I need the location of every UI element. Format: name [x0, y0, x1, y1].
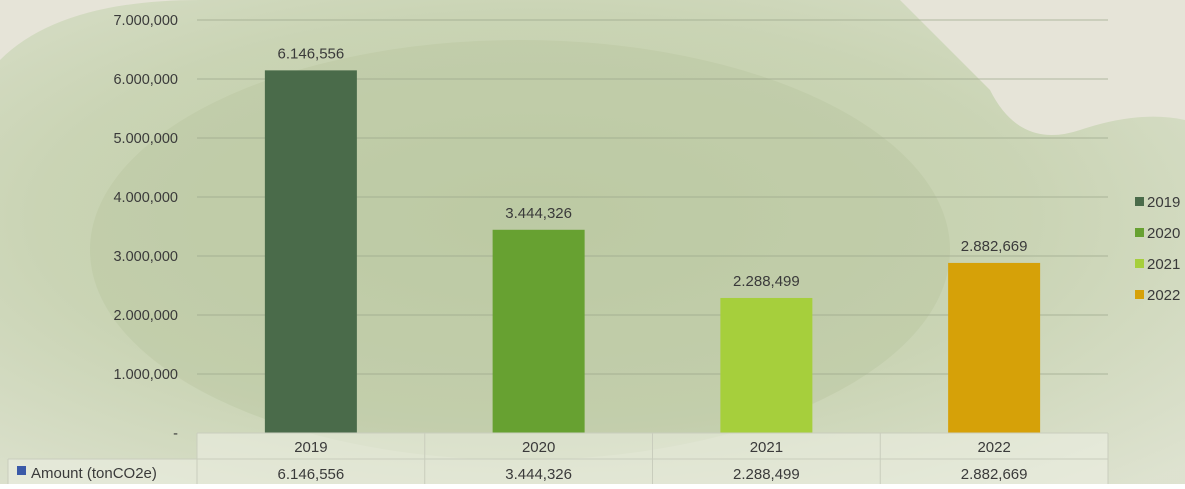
table-cell-2022: 2.882,669 [961, 466, 1028, 483]
table-cell-2020: 3.444,326 [505, 466, 572, 483]
bars [264, 70, 1041, 433]
legend-swatch-2019 [1135, 197, 1144, 206]
y-tick-label: 6.000,000 [113, 72, 178, 88]
table-row-label: Amount (tonCO2e) [31, 465, 157, 482]
bar-2019 [264, 70, 357, 433]
y-tick-label: 3.000,000 [113, 249, 178, 265]
data-labels: 6.146,556 3.444,326 2.288,499 2.882,669 [278, 45, 1028, 290]
x-tick-label-2021: 2021 [750, 439, 783, 456]
y-tick-label: 1.000,000 [113, 367, 178, 383]
legend-label-2019: 2019 [1147, 194, 1180, 211]
data-table: 2019 6.146,556 2020 3.444,326 2021 2.288,499 2… [7, 432, 1109, 484]
bar-2020 [492, 229, 585, 433]
legend-label-2021: 2021 [1147, 256, 1180, 273]
data-label-2019: 6.146,556 [278, 45, 345, 62]
legend-swatch-2021 [1135, 259, 1144, 268]
legend: 2019 2020 2021 2022 [1135, 194, 1180, 304]
table-cell-2021: 2.288,499 [733, 466, 800, 483]
y-tick-label: - [173, 426, 178, 442]
legend-label-2020: 2020 [1147, 225, 1180, 242]
table-rowlabel-background [8, 459, 197, 484]
table-row-marker [17, 466, 26, 475]
data-label-2022: 2.882,669 [961, 238, 1028, 255]
data-label-2021: 2.288,499 [733, 273, 800, 290]
data-label-2020: 3.444,326 [505, 205, 572, 222]
bar-2022 [948, 262, 1041, 433]
x-tick-label-2020: 2020 [522, 439, 555, 456]
legend-swatch-2022 [1135, 290, 1144, 299]
legend-swatch-2020 [1135, 228, 1144, 237]
legend-label-2022: 2022 [1147, 287, 1180, 304]
table-cell-2019: 6.146,556 [278, 466, 345, 483]
y-tick-label: 7.000,000 [113, 13, 178, 29]
y-tick-label: 5.000,000 [113, 131, 178, 147]
y-tick-label: 2.000,000 [113, 308, 178, 324]
x-tick-label-2022: 2022 [977, 439, 1010, 456]
y-axis: - 1.000,000 2.000,000 3.000,000 4.000,000 5.0… [113, 13, 178, 442]
bar-2021 [720, 297, 813, 433]
x-tick-label-2019: 2019 [294, 439, 327, 456]
y-tick-label: 4.000,000 [113, 190, 178, 206]
